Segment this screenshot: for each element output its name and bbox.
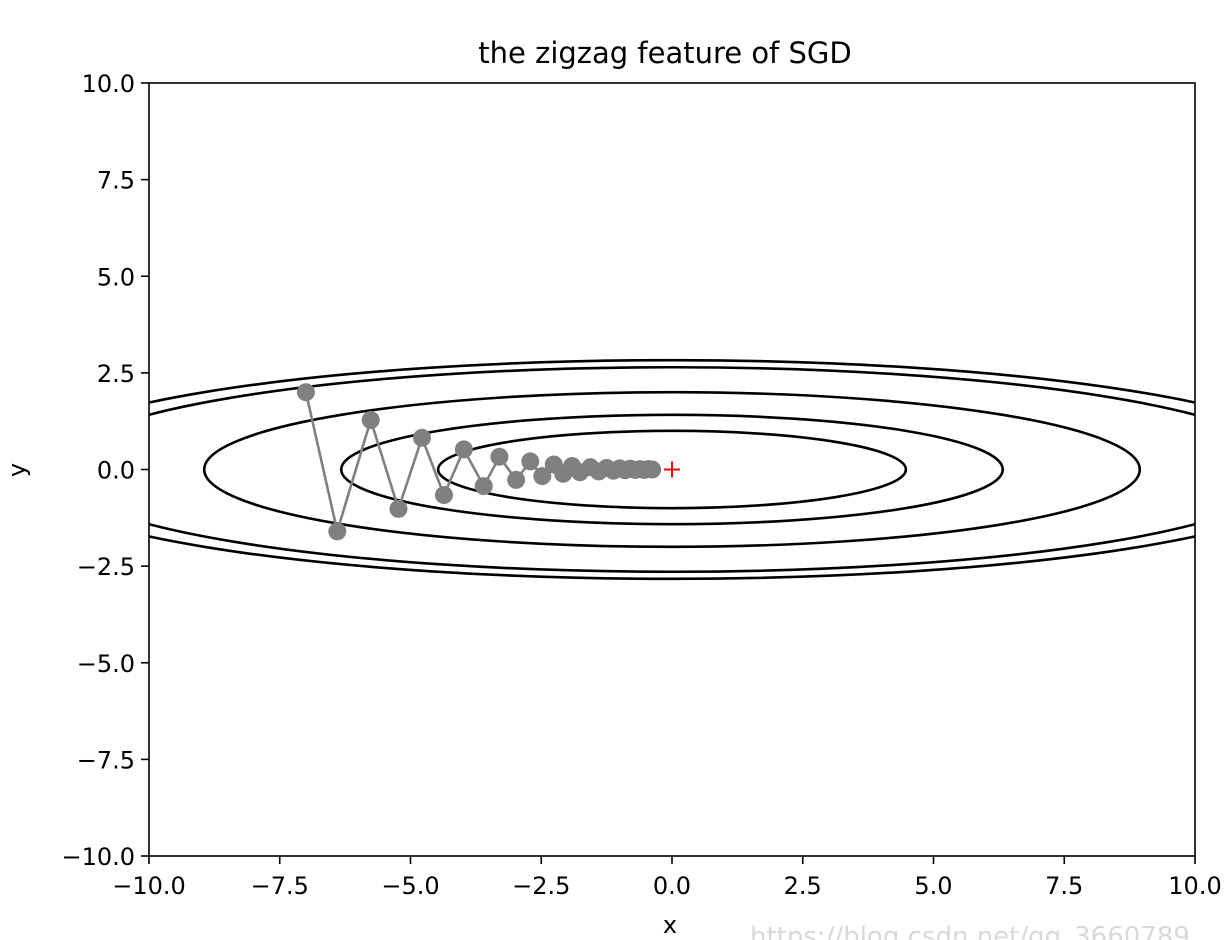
sgd-point	[328, 522, 347, 541]
x-tick-label: −7.5	[251, 872, 309, 900]
x-tick-label: −5.0	[381, 872, 439, 900]
sgd-points	[296, 383, 662, 541]
x-tick-label: 5.0	[914, 872, 952, 900]
x-tick-label: 0.0	[653, 872, 691, 900]
x-axis-label: x	[663, 911, 677, 939]
x-tick-label: −2.5	[512, 872, 570, 900]
contour-line-3	[202, 390, 1142, 549]
sgd-point	[454, 440, 473, 459]
x-tick-label: 10.0	[1168, 872, 1221, 900]
y-tick-label: 7.5	[97, 167, 135, 195]
x-tick-label: 7.5	[1045, 872, 1083, 900]
sgd-point	[643, 460, 662, 479]
contour-line-2	[339, 413, 1005, 526]
sgd-point	[361, 411, 380, 430]
x-tick-label: −10.0	[112, 872, 186, 900]
sgd-point	[434, 486, 453, 505]
y-tick-label: −7.5	[77, 746, 135, 774]
x-axis: −10.0 −7.5 −5.0 −2.5 0.0 2.5 5.0 7.5 10.0	[112, 856, 1222, 900]
x-tick-label: 2.5	[784, 872, 822, 900]
contour-line-5	[149, 358, 1195, 581]
sgd-point	[296, 383, 315, 402]
y-tick-label: 5.0	[97, 263, 135, 291]
sgd-point	[490, 447, 509, 466]
y-tick-label: 0.0	[97, 457, 135, 485]
y-tick-label: −10.0	[61, 843, 135, 871]
sgd-point	[413, 428, 432, 447]
watermark: https://blog.csdn.net/qq_3660789…	[750, 922, 1216, 940]
sgd-point	[474, 477, 493, 496]
sgd-point	[521, 452, 540, 471]
y-tick-label: −2.5	[77, 553, 135, 581]
sgd-point	[389, 499, 408, 518]
y-tick-label: 2.5	[97, 360, 135, 388]
contour-line-1	[436, 429, 908, 510]
minimum-marker	[664, 461, 680, 478]
y-tick-label: 10.0	[82, 70, 135, 98]
contour-line-4	[149, 365, 1195, 574]
sgd-point	[533, 467, 552, 486]
sgd-point	[507, 470, 526, 489]
y-tick-label: −5.0	[77, 650, 135, 678]
y-axis: −10.0 −7.5 −5.0 −2.5 0.0 2.5 5.0 7.5 10.0	[61, 70, 149, 871]
contour-lines	[149, 358, 1195, 581]
y-axis-label: y	[3, 463, 31, 477]
chart-title: the zigzag feature of SGD	[478, 36, 851, 70]
